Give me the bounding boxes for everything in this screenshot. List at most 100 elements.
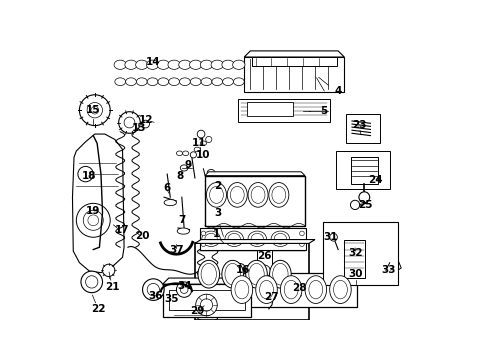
Text: 17: 17 (115, 225, 129, 235)
Ellipse shape (260, 280, 273, 299)
Circle shape (200, 299, 213, 311)
Ellipse shape (179, 78, 190, 86)
Circle shape (196, 294, 217, 316)
Text: 10: 10 (196, 150, 211, 160)
Circle shape (143, 279, 164, 300)
Ellipse shape (125, 78, 136, 86)
Text: 5: 5 (320, 106, 328, 116)
Ellipse shape (201, 264, 217, 285)
Ellipse shape (114, 60, 126, 69)
Circle shape (87, 103, 102, 118)
Ellipse shape (225, 264, 240, 285)
Ellipse shape (180, 165, 188, 171)
Ellipse shape (272, 186, 286, 203)
Bar (257, 249, 272, 271)
Ellipse shape (200, 141, 206, 145)
Ellipse shape (179, 60, 191, 69)
Bar (169, 289, 245, 310)
Text: 22: 22 (92, 304, 106, 314)
Circle shape (78, 166, 93, 182)
Text: 12: 12 (139, 115, 154, 125)
Text: 11: 11 (192, 138, 207, 148)
Text: 34: 34 (177, 281, 192, 291)
Circle shape (79, 95, 110, 126)
Ellipse shape (233, 60, 245, 69)
Ellipse shape (194, 147, 200, 152)
Circle shape (76, 203, 110, 237)
Polygon shape (163, 278, 257, 284)
Circle shape (300, 242, 304, 247)
Circle shape (330, 233, 337, 241)
Text: 9: 9 (184, 160, 192, 170)
Ellipse shape (251, 233, 264, 244)
Ellipse shape (233, 78, 244, 86)
Text: 16: 16 (235, 265, 250, 275)
Ellipse shape (235, 280, 249, 299)
Ellipse shape (136, 78, 147, 86)
Ellipse shape (230, 186, 244, 203)
Ellipse shape (177, 228, 190, 234)
Ellipse shape (249, 264, 264, 285)
Bar (230, 273, 357, 307)
Text: 8: 8 (176, 171, 183, 181)
Text: 24: 24 (368, 175, 383, 185)
Text: 26: 26 (257, 252, 271, 261)
Circle shape (176, 282, 192, 297)
Bar (252, 57, 337, 66)
Circle shape (81, 271, 102, 293)
Ellipse shape (330, 276, 351, 303)
Ellipse shape (207, 170, 215, 176)
Ellipse shape (202, 231, 220, 247)
Ellipse shape (201, 78, 212, 86)
Ellipse shape (225, 231, 244, 247)
Circle shape (300, 231, 304, 236)
Ellipse shape (251, 186, 265, 203)
Ellipse shape (136, 60, 148, 69)
Text: 27: 27 (264, 292, 278, 302)
Text: 32: 32 (348, 248, 363, 258)
Ellipse shape (309, 280, 323, 299)
Text: 19: 19 (85, 206, 99, 216)
Ellipse shape (284, 280, 298, 299)
Text: 1: 1 (213, 229, 220, 239)
Ellipse shape (190, 152, 196, 158)
Text: 4: 4 (335, 86, 342, 96)
Ellipse shape (206, 183, 226, 207)
Circle shape (142, 120, 149, 128)
Ellipse shape (274, 233, 287, 244)
Circle shape (180, 286, 188, 293)
Bar (247, 103, 294, 116)
Ellipse shape (210, 186, 223, 203)
Ellipse shape (334, 280, 347, 299)
Ellipse shape (211, 60, 223, 69)
Ellipse shape (248, 231, 267, 247)
Ellipse shape (164, 199, 176, 206)
Text: 21: 21 (105, 282, 120, 292)
Text: 37: 37 (169, 244, 184, 255)
Ellipse shape (212, 78, 222, 86)
Ellipse shape (248, 183, 268, 207)
Ellipse shape (245, 260, 268, 288)
Circle shape (233, 264, 246, 276)
Polygon shape (73, 134, 124, 273)
Text: 6: 6 (164, 183, 171, 193)
Ellipse shape (269, 183, 289, 207)
Polygon shape (205, 172, 305, 176)
Ellipse shape (205, 233, 217, 244)
Ellipse shape (222, 78, 233, 86)
Text: 2: 2 (215, 181, 221, 191)
Ellipse shape (305, 276, 326, 303)
Ellipse shape (169, 78, 179, 86)
Ellipse shape (190, 78, 201, 86)
Ellipse shape (200, 60, 213, 69)
Ellipse shape (158, 78, 169, 86)
Bar (238, 99, 330, 122)
Circle shape (237, 266, 243, 273)
Ellipse shape (206, 136, 212, 143)
Circle shape (119, 112, 140, 133)
Ellipse shape (227, 183, 247, 207)
Ellipse shape (273, 264, 288, 285)
Text: 15: 15 (86, 105, 100, 115)
Ellipse shape (168, 60, 180, 69)
Bar (199, 228, 306, 249)
